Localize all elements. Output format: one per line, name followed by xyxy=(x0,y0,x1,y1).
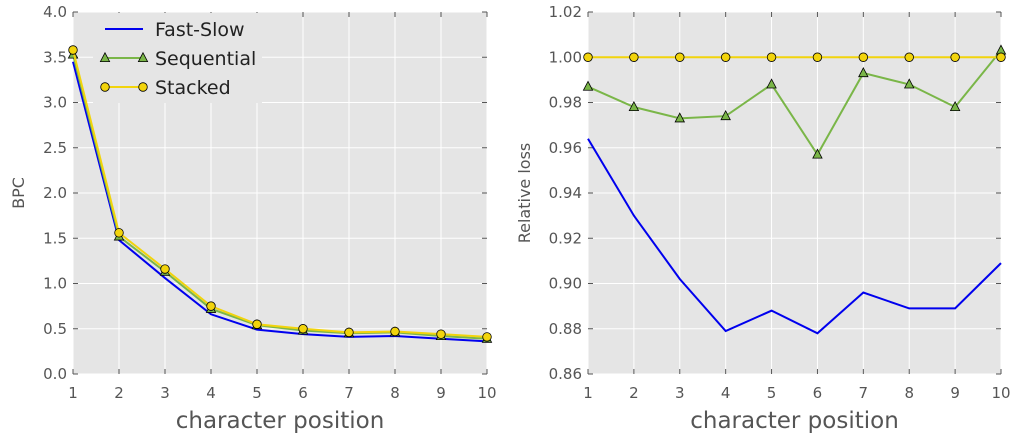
legend-marker xyxy=(138,82,148,92)
series-line xyxy=(587,49,1002,157)
y-tick-label: 4.0 xyxy=(43,3,67,21)
data-point xyxy=(903,78,915,89)
right-grid xyxy=(587,11,1002,375)
y-tick-label: 0.92 xyxy=(549,229,582,247)
y-tick-label: 3.5 xyxy=(43,48,67,66)
legend-label: Stacked xyxy=(155,77,231,99)
data-point xyxy=(858,52,869,62)
x-tick-label: 10 xyxy=(991,384,1010,402)
legend-label: Sequential xyxy=(155,48,256,70)
x-tick-label: 10 xyxy=(477,384,496,402)
data-point xyxy=(904,52,914,62)
legend-marker xyxy=(137,51,149,62)
y-tick-label: 0.90 xyxy=(549,275,582,293)
x-tick-label: 1 xyxy=(583,384,593,402)
data-point xyxy=(344,327,354,338)
data-point xyxy=(674,112,686,123)
y-tick-label: 0.94 xyxy=(549,184,582,202)
data-point xyxy=(628,100,640,112)
legend-marker xyxy=(99,51,111,62)
series-fast-slow xyxy=(72,61,488,343)
data-point xyxy=(582,80,594,91)
series-stacked xyxy=(583,52,1006,62)
x-tick-label: 4 xyxy=(721,384,731,402)
y-tick-label: 0.86 xyxy=(549,365,582,383)
data-point xyxy=(68,45,78,55)
data-point xyxy=(436,329,446,339)
data-point xyxy=(114,228,124,238)
x-tick-label: 8 xyxy=(904,384,914,402)
left-y-axis-title: BPC xyxy=(9,177,28,209)
y-tick-label: 2.5 xyxy=(43,139,67,157)
x-tick-label: 1 xyxy=(68,384,78,402)
data-point xyxy=(996,52,1006,62)
y-tick-label: 0.96 xyxy=(549,139,582,157)
data-point xyxy=(766,52,777,62)
data-point xyxy=(298,324,308,334)
y-tick-label: 0.0 xyxy=(43,365,67,383)
series-line xyxy=(72,61,488,343)
y-tick-label: 0.98 xyxy=(549,94,582,112)
data-point xyxy=(583,52,593,62)
x-tick-label: 2 xyxy=(629,384,639,402)
x-tick-label: 9 xyxy=(950,384,960,402)
data-point xyxy=(949,100,961,112)
legend-marker xyxy=(100,82,110,92)
data-point xyxy=(720,52,731,62)
data-point xyxy=(482,332,492,342)
x-tick-label: 9 xyxy=(436,384,446,402)
data-point xyxy=(252,319,262,329)
right-chart: 1 2 3 4 5 6 7 8 9 10 0.86 0.88 0.90 0.92 0.94 0.96 0.98 1… xyxy=(515,3,1011,434)
data-point xyxy=(675,52,685,62)
x-tick-label: 3 xyxy=(675,384,685,402)
series-line xyxy=(587,138,1002,335)
data-point xyxy=(720,110,731,121)
x-tick-label: 6 xyxy=(298,384,308,402)
x-tick-label: 7 xyxy=(344,384,354,402)
left-chart: 1 2 3 4 5 6 7 8 9 10 0.0 0.5 1.0 1.5 2.0 2.5 3.0 3.5 4.0 ch… xyxy=(9,3,497,434)
right-x-axis-title: character position xyxy=(690,408,899,434)
x-tick-label: 7 xyxy=(859,384,869,402)
x-tick-label: 5 xyxy=(767,384,777,402)
legend-label: Fast-Slow xyxy=(155,19,245,41)
series-sequential xyxy=(582,44,1007,159)
data-point xyxy=(390,326,400,337)
data-point xyxy=(950,52,960,62)
x-tick-label: 2 xyxy=(114,384,124,402)
left-series-group xyxy=(67,45,493,343)
x-tick-label: 6 xyxy=(813,384,823,402)
x-tick-label: 4 xyxy=(206,384,216,402)
legend-item: Fast-Slow xyxy=(105,19,245,41)
series-line xyxy=(72,54,488,340)
right-y-axis-title: Relative loss xyxy=(515,143,534,244)
x-tick-label: 3 xyxy=(160,384,170,402)
data-point xyxy=(858,67,869,78)
series-line xyxy=(72,49,488,338)
x-tick-label: 8 xyxy=(390,384,400,402)
data-point xyxy=(812,52,823,62)
y-tick-label: 2.0 xyxy=(43,184,67,202)
x-tick-label: 5 xyxy=(252,384,262,402)
y-tick-label: 1.5 xyxy=(43,229,67,247)
y-tick-label: 1.0 xyxy=(43,275,67,293)
legend: Fast-Slow Sequential Stacked xyxy=(93,13,262,103)
y-tick-label: 1.02 xyxy=(549,3,582,21)
data-point xyxy=(766,78,777,89)
left-x-axis-title: character position xyxy=(176,408,385,434)
legend-item: Stacked xyxy=(100,77,231,99)
data-point xyxy=(812,148,823,159)
y-tick-label: 0.5 xyxy=(43,320,67,338)
series-fast-slow xyxy=(587,138,1002,335)
y-tick-label: 0.88 xyxy=(549,320,582,338)
data-point xyxy=(206,301,216,311)
right-series-group xyxy=(582,44,1007,335)
y-tick-label: 1.00 xyxy=(549,48,582,66)
data-point xyxy=(629,52,639,62)
y-tick-label: 3.0 xyxy=(43,94,67,112)
series-stacked xyxy=(68,45,492,342)
data-point xyxy=(160,264,170,274)
legend-item: Sequential xyxy=(99,48,256,70)
